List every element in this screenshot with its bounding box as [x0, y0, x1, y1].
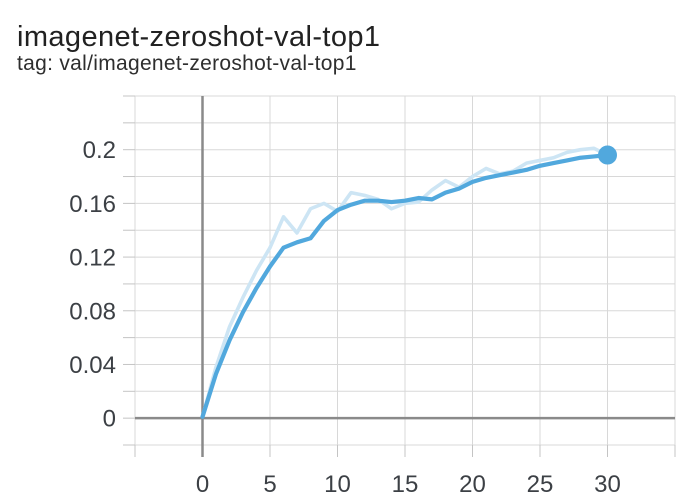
raw-series-line [200, 146, 610, 419]
chart-title: imagenet-zeroshot-val-top1 [17, 21, 381, 53]
y-tick-label: 0.04 [69, 352, 116, 379]
x-tick-label: 25 [527, 471, 554, 498]
x-tick-label: 10 [324, 471, 351, 498]
y-tick-label: 0 [103, 406, 116, 433]
x-tick-label: 30 [594, 471, 621, 498]
chart-card-header: imagenet-zeroshot-val-top1 tag: val/imag… [17, 22, 380, 76]
x-tick-label: 20 [459, 471, 486, 498]
chart-tag-subtitle: tag: val/imagenet-zeroshot-val-top1 [17, 52, 357, 75]
y-tick-label: 0.08 [69, 298, 116, 325]
final-value-dot[interactable] [598, 145, 617, 165]
y-tick-label: 0.16 [69, 191, 116, 218]
smoothed-series-line [200, 152, 610, 419]
y-tick-label: 0.12 [69, 245, 116, 272]
x-tick-label: 0 [196, 471, 209, 498]
x-tick-label: 5 [263, 471, 276, 498]
x-tick-label: 15 [392, 471, 419, 498]
y-tick-label: 0.2 [83, 137, 116, 164]
